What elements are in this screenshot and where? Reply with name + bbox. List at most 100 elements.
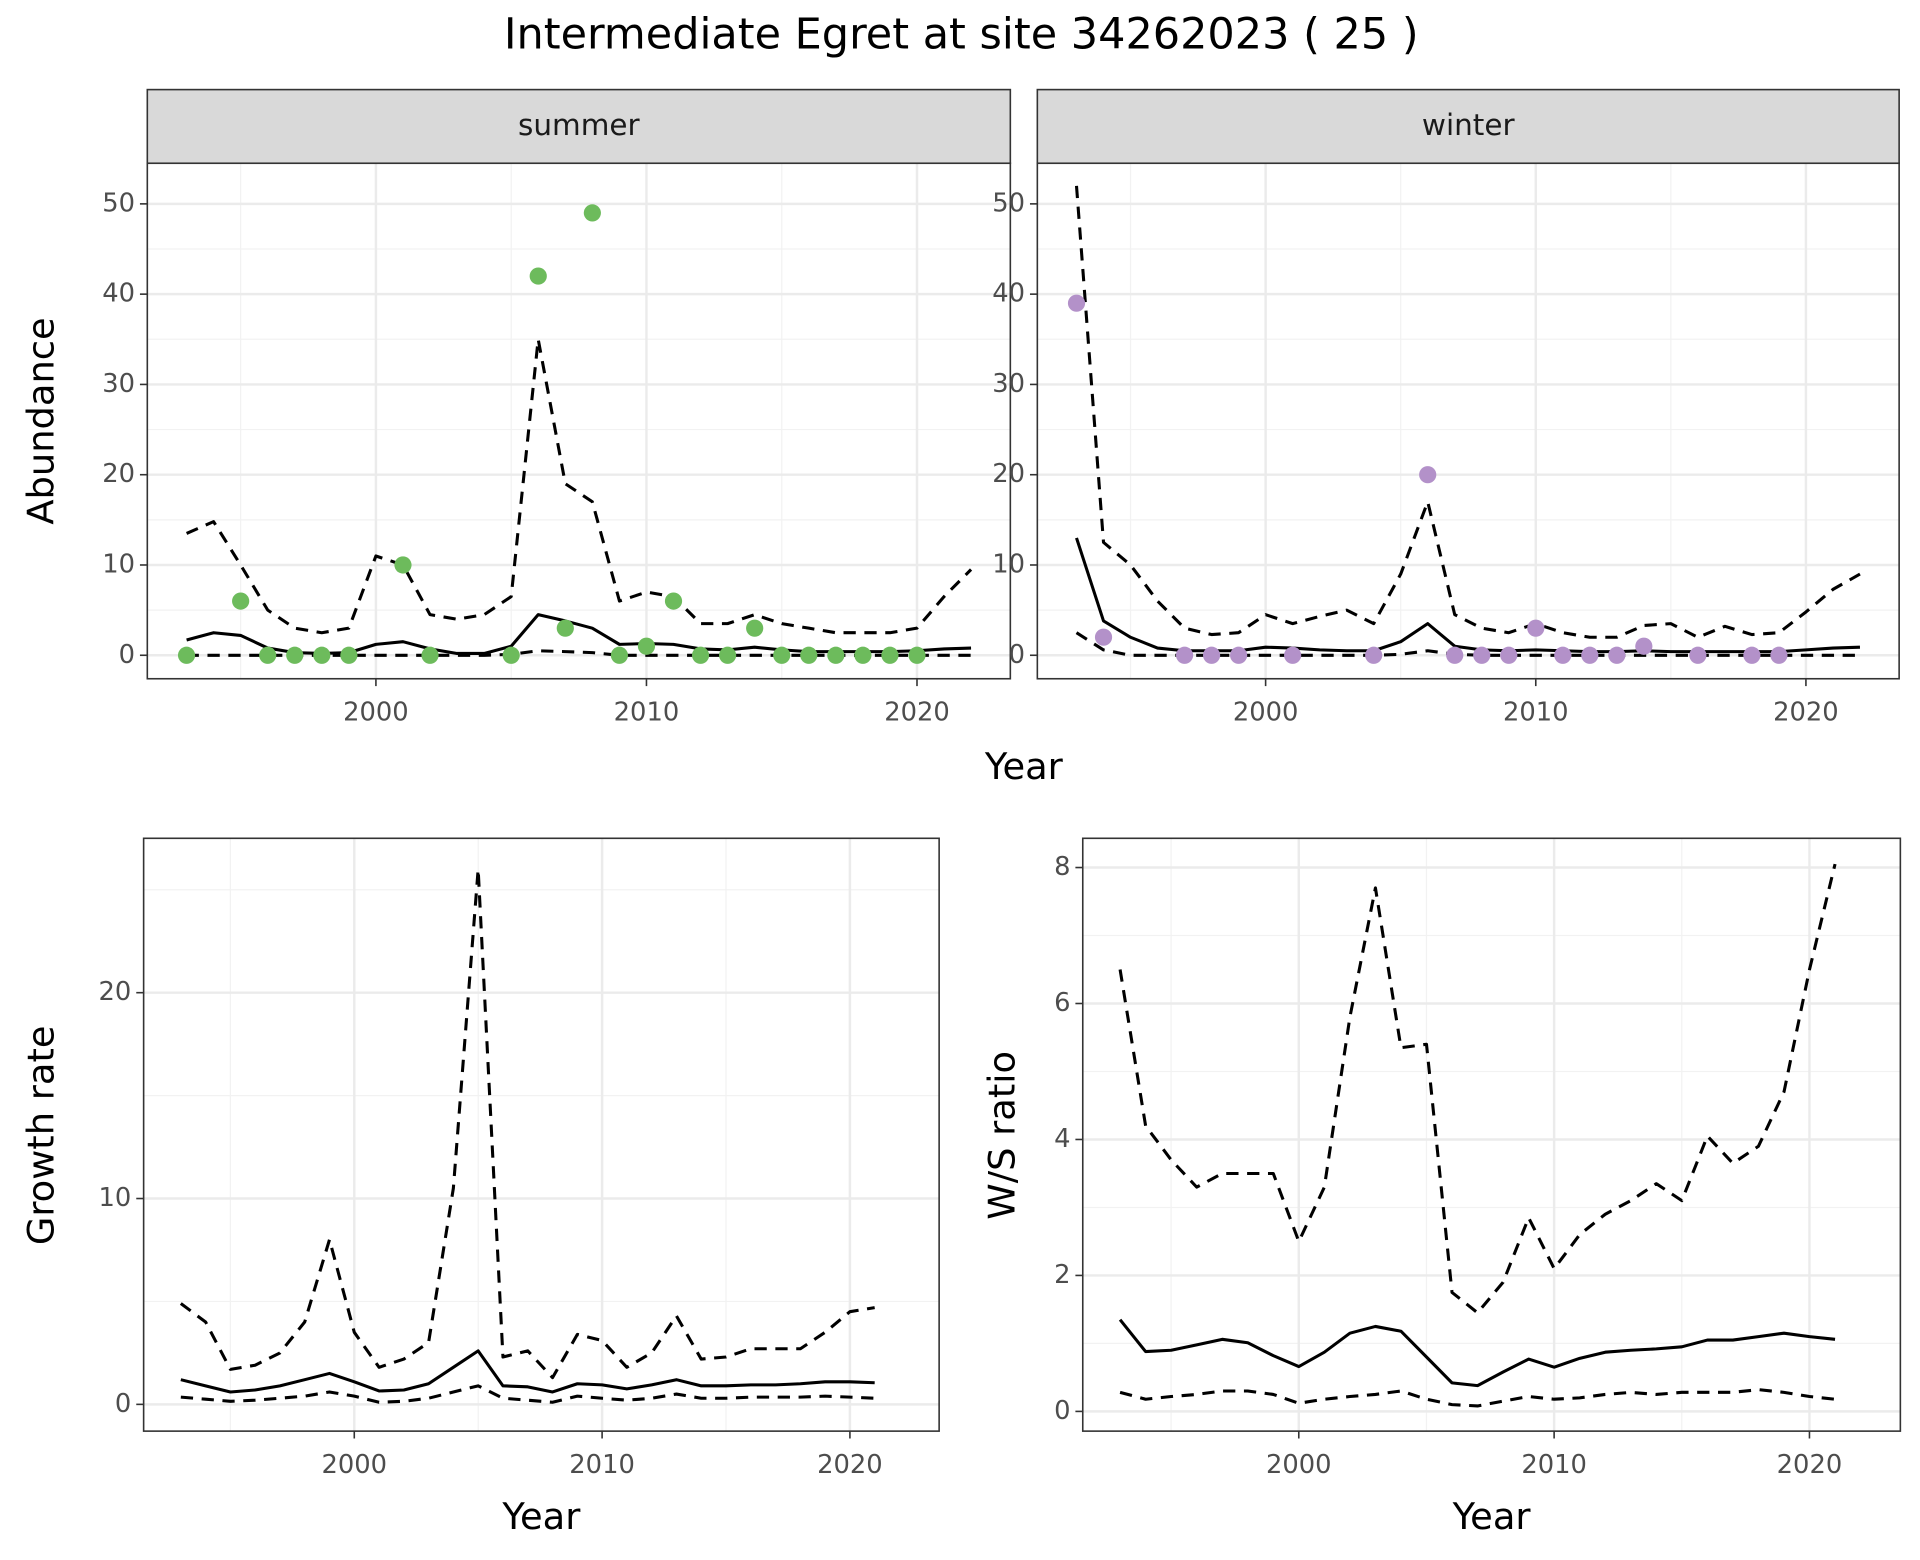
series-line [185, 337, 973, 635]
panel-border [142, 837, 940, 1432]
data-point [719, 646, 737, 664]
data-point [1419, 466, 1437, 484]
y-tick-label: 50 [992, 188, 1025, 218]
y-tick-label: 2 [1054, 1260, 1070, 1290]
data-point [177, 646, 196, 664]
data-point [610, 646, 628, 664]
data-point [259, 646, 277, 664]
data-point [1554, 646, 1572, 664]
y-axis-title: Growth rate [19, 1025, 62, 1245]
data-point [773, 646, 791, 664]
x-axis-title: Year [984, 745, 1064, 788]
y-tick-label: 10 [102, 549, 135, 579]
y-axis-title: W/S ratio [981, 1051, 1024, 1220]
data-point [394, 556, 412, 574]
data-point [691, 646, 710, 664]
data-point [1094, 628, 1113, 646]
data-point [1770, 646, 1788, 664]
y-tick-label: 10 [99, 1183, 132, 1213]
panel-background [143, 838, 940, 1432]
data-point [1284, 646, 1302, 664]
y-tick-label: 0 [115, 1389, 131, 1419]
panel-background [1082, 838, 1901, 1432]
y-tick-label: 4 [1054, 1124, 1070, 1154]
x-tick-label: 2010 [1521, 1450, 1587, 1480]
data-point [908, 646, 926, 664]
data-point [286, 646, 304, 664]
y-tick-label: 30 [992, 369, 1025, 399]
series-line [1118, 863, 1837, 1315]
y-tick-label: 30 [102, 369, 135, 399]
data-point [1527, 619, 1545, 637]
x-tick-label: 2000 [1266, 1450, 1332, 1480]
y-axis-title: Abundance [19, 317, 62, 524]
data-point [1446, 646, 1464, 664]
data-point [637, 637, 656, 655]
data-point [1608, 646, 1626, 664]
data-point [1473, 646, 1491, 664]
data-point [1175, 646, 1194, 664]
data-point [1365, 646, 1383, 664]
series-line [1118, 1318, 1836, 1388]
data-point [1689, 646, 1707, 664]
data-point [881, 646, 899, 664]
data-point [232, 592, 250, 610]
data-point [827, 646, 845, 664]
y-tick-label: 8 [1054, 852, 1070, 882]
facet-label: summer [518, 108, 641, 142]
data-point [746, 619, 764, 637]
facet-label: winter [1422, 108, 1516, 142]
data-point [1635, 637, 1653, 655]
series-line [1074, 185, 1861, 639]
y-tick-label: 0 [1054, 1396, 1070, 1426]
y-tick-label: 0 [1009, 640, 1025, 670]
data-point [421, 646, 439, 664]
x-tick-label: 2010 [569, 1450, 635, 1480]
data-point [800, 646, 818, 664]
x-tick-label: 2020 [1773, 698, 1839, 728]
data-point [854, 646, 872, 664]
panel-background [147, 163, 1011, 679]
y-tick-label: 20 [992, 459, 1025, 489]
facet-strip [1036, 88, 1900, 165]
y-tick-label: 40 [102, 279, 135, 309]
figure-title: Intermediate Egret at site 34262023 ( 25… [504, 9, 1419, 59]
data-point [664, 592, 683, 610]
data-point [1581, 646, 1599, 664]
y-tick-label: 0 [119, 640, 135, 670]
x-tick-label: 2000 [1233, 698, 1299, 728]
x-axis-title: Year [1452, 1495, 1532, 1538]
data-point [502, 646, 520, 664]
x-tick-label: 2020 [884, 698, 950, 728]
series-line [180, 1349, 875, 1394]
data-point [340, 646, 358, 664]
data-point [1500, 646, 1518, 664]
y-tick-label: 6 [1054, 988, 1070, 1018]
data-point [1067, 294, 1086, 312]
data-point [1202, 646, 1221, 664]
x-tick-label: 2020 [1777, 1450, 1843, 1480]
data-point [529, 267, 547, 285]
data-point [583, 204, 601, 222]
x-tick-label: 2010 [614, 698, 680, 728]
series-line [179, 867, 875, 1380]
x-axis-title: Year [501, 1495, 581, 1538]
x-tick-label: 2000 [343, 698, 409, 728]
x-tick-label: 2010 [1503, 698, 1569, 728]
x-tick-label: 2000 [321, 1450, 387, 1480]
data-point [313, 646, 331, 664]
series-line [180, 1384, 875, 1404]
data-point [1743, 646, 1761, 664]
data-point [1230, 646, 1248, 664]
y-tick-label: 20 [99, 977, 132, 1007]
y-tick-label: 40 [992, 279, 1025, 309]
panel-border [1081, 837, 1902, 1432]
series-line [1119, 1388, 1836, 1408]
facet-strip [146, 88, 1012, 165]
x-tick-label: 2020 [817, 1450, 883, 1480]
y-tick-label: 50 [102, 188, 135, 218]
y-tick-label: 20 [102, 459, 135, 489]
y-tick-label: 10 [992, 549, 1025, 579]
